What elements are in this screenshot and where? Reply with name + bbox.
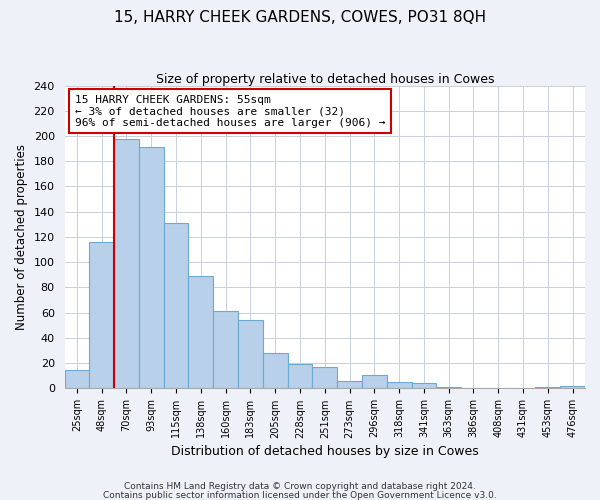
Text: Contains public sector information licensed under the Open Government Licence v3: Contains public sector information licen… (103, 490, 497, 500)
Bar (313, 367, 337, 388)
Text: 15, HARRY CHEEK GARDENS, COWES, PO31 8QH: 15, HARRY CHEEK GARDENS, COWES, PO31 8QH (114, 10, 486, 25)
Bar (287, 364, 313, 388)
Title: Size of property relative to detached houses in Cowes: Size of property relative to detached ho… (155, 72, 494, 86)
Bar (139, 148, 164, 388)
Bar (436, 387, 461, 388)
Bar (387, 382, 412, 388)
Bar (164, 223, 188, 388)
Bar (362, 374, 387, 388)
Bar (238, 320, 263, 388)
Bar (65, 370, 89, 388)
Bar (114, 138, 139, 388)
Bar (560, 386, 585, 388)
Bar (89, 242, 114, 388)
Text: Contains HM Land Registry data © Crown copyright and database right 2024.: Contains HM Land Registry data © Crown c… (124, 482, 476, 491)
Text: 15 HARRY CHEEK GARDENS: 55sqm
← 3% of detached houses are smaller (32)
96% of se: 15 HARRY CHEEK GARDENS: 55sqm ← 3% of de… (75, 94, 385, 128)
Bar (263, 353, 287, 388)
Bar (535, 387, 560, 388)
Bar (412, 384, 436, 388)
X-axis label: Distribution of detached houses by size in Cowes: Distribution of detached houses by size … (171, 444, 479, 458)
Bar (188, 276, 213, 388)
Bar (213, 312, 238, 388)
Bar (337, 381, 362, 388)
Y-axis label: Number of detached properties: Number of detached properties (15, 144, 28, 330)
